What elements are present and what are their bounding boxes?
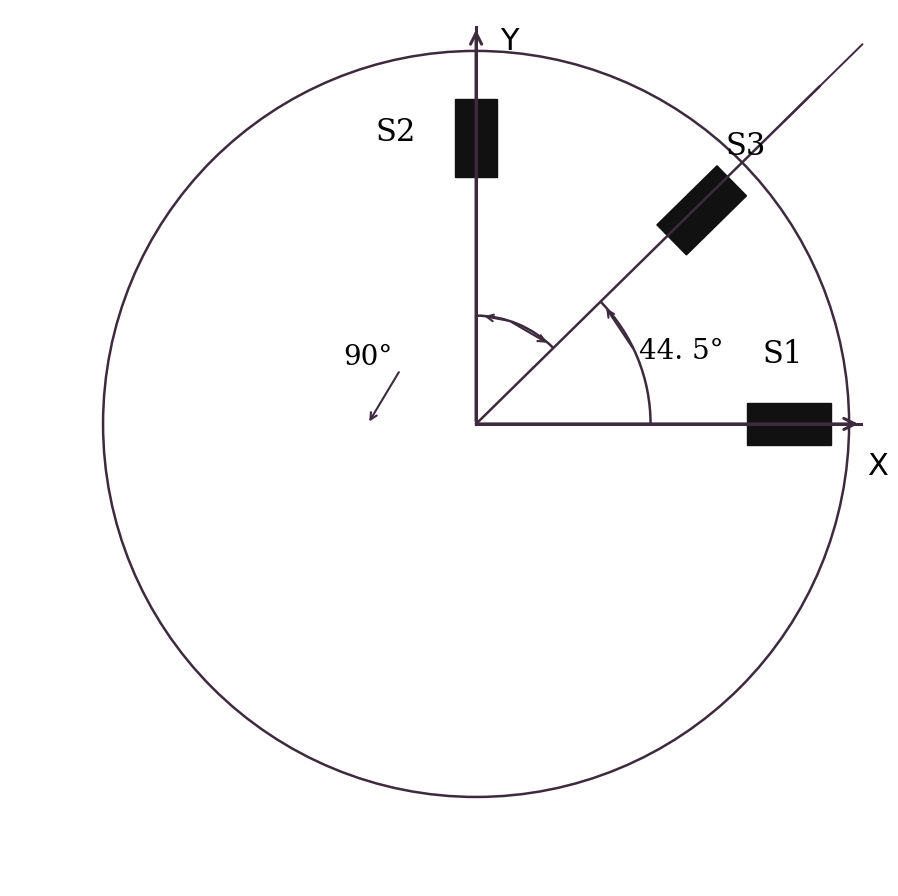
Text: S2: S2	[375, 116, 416, 148]
Polygon shape	[747, 403, 831, 445]
Polygon shape	[455, 99, 497, 177]
Polygon shape	[657, 166, 746, 254]
Text: 90°: 90°	[343, 344, 392, 371]
Text: Y: Y	[500, 27, 519, 56]
Text: S1: S1	[762, 339, 803, 370]
Text: X: X	[867, 452, 888, 480]
Text: S3: S3	[726, 131, 766, 162]
Text: 44. 5°: 44. 5°	[638, 338, 723, 366]
